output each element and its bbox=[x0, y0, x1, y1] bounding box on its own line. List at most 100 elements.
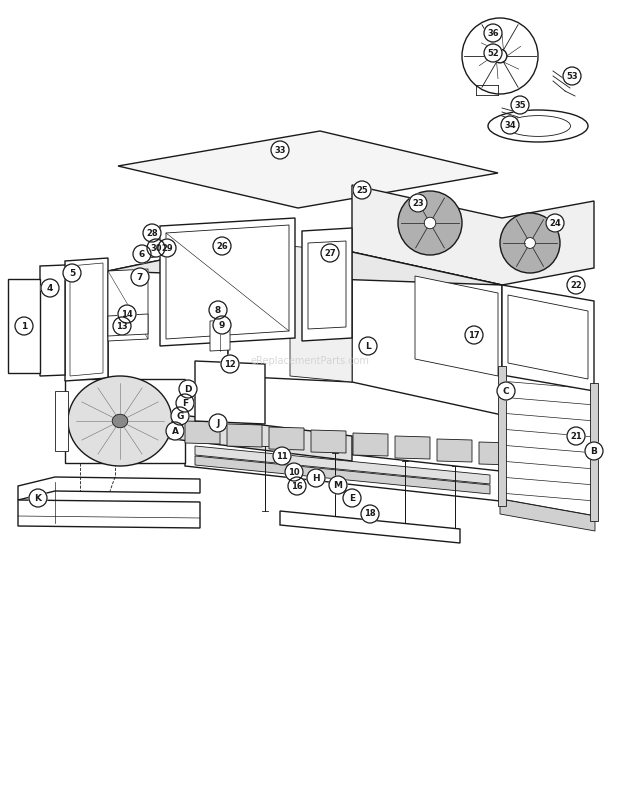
Polygon shape bbox=[590, 383, 598, 521]
Circle shape bbox=[424, 218, 436, 229]
Text: 22: 22 bbox=[570, 281, 582, 290]
Polygon shape bbox=[290, 246, 352, 382]
Circle shape bbox=[343, 489, 361, 507]
Text: 18: 18 bbox=[364, 509, 376, 518]
Text: 10: 10 bbox=[288, 467, 300, 476]
Polygon shape bbox=[498, 366, 506, 506]
Text: F: F bbox=[182, 399, 188, 407]
Circle shape bbox=[221, 355, 239, 373]
Circle shape bbox=[131, 268, 149, 286]
Polygon shape bbox=[302, 228, 352, 341]
Text: 30: 30 bbox=[150, 244, 162, 252]
Circle shape bbox=[63, 264, 81, 282]
Circle shape bbox=[525, 237, 536, 248]
Text: 5: 5 bbox=[69, 268, 75, 278]
Polygon shape bbox=[210, 320, 230, 351]
Polygon shape bbox=[195, 456, 490, 494]
Circle shape bbox=[567, 427, 585, 445]
Text: 23: 23 bbox=[412, 199, 424, 207]
Ellipse shape bbox=[68, 376, 172, 466]
Circle shape bbox=[113, 317, 131, 335]
Circle shape bbox=[15, 317, 33, 335]
Circle shape bbox=[213, 316, 231, 334]
Polygon shape bbox=[311, 430, 346, 453]
Polygon shape bbox=[500, 499, 595, 531]
Circle shape bbox=[118, 305, 136, 323]
Circle shape bbox=[41, 279, 59, 297]
Circle shape bbox=[143, 224, 161, 242]
Polygon shape bbox=[437, 439, 472, 462]
Circle shape bbox=[484, 24, 502, 42]
Ellipse shape bbox=[112, 414, 128, 428]
Polygon shape bbox=[65, 379, 185, 463]
Polygon shape bbox=[521, 445, 556, 468]
Polygon shape bbox=[118, 131, 498, 208]
Circle shape bbox=[567, 276, 585, 294]
Circle shape bbox=[271, 141, 289, 159]
Text: C: C bbox=[503, 387, 509, 396]
Polygon shape bbox=[65, 258, 108, 381]
Polygon shape bbox=[55, 391, 68, 451]
Text: H: H bbox=[312, 474, 320, 483]
Polygon shape bbox=[195, 361, 265, 424]
Text: 12: 12 bbox=[224, 359, 236, 369]
Polygon shape bbox=[395, 436, 430, 459]
Circle shape bbox=[158, 239, 176, 257]
Text: 53: 53 bbox=[566, 71, 578, 81]
Polygon shape bbox=[228, 246, 352, 382]
Circle shape bbox=[563, 67, 581, 85]
Text: 33: 33 bbox=[274, 146, 286, 154]
Text: 7: 7 bbox=[137, 273, 143, 282]
Text: 26: 26 bbox=[216, 241, 228, 251]
Circle shape bbox=[209, 414, 227, 432]
Text: 35: 35 bbox=[514, 100, 526, 109]
Polygon shape bbox=[500, 371, 595, 516]
Circle shape bbox=[213, 237, 231, 255]
Polygon shape bbox=[108, 406, 352, 461]
Text: G: G bbox=[176, 411, 184, 421]
Polygon shape bbox=[8, 279, 40, 373]
Circle shape bbox=[329, 476, 347, 494]
Text: 36: 36 bbox=[487, 28, 499, 37]
Circle shape bbox=[398, 191, 462, 255]
Polygon shape bbox=[502, 285, 594, 391]
Circle shape bbox=[171, 407, 189, 425]
Polygon shape bbox=[479, 442, 514, 465]
Text: B: B bbox=[591, 446, 598, 456]
Polygon shape bbox=[352, 252, 502, 415]
Text: eReplacementParts.com: eReplacementParts.com bbox=[250, 356, 370, 366]
Circle shape bbox=[465, 326, 483, 344]
Circle shape bbox=[29, 489, 47, 507]
Polygon shape bbox=[353, 433, 388, 456]
Circle shape bbox=[497, 382, 515, 400]
Text: 34: 34 bbox=[504, 120, 516, 130]
Circle shape bbox=[546, 214, 564, 232]
Circle shape bbox=[361, 505, 379, 523]
Polygon shape bbox=[18, 500, 200, 528]
Circle shape bbox=[176, 394, 194, 412]
Polygon shape bbox=[185, 436, 595, 501]
Circle shape bbox=[493, 49, 507, 62]
Circle shape bbox=[359, 337, 377, 355]
Text: 52: 52 bbox=[487, 48, 499, 58]
Circle shape bbox=[273, 447, 291, 465]
Circle shape bbox=[147, 239, 165, 257]
Circle shape bbox=[511, 96, 529, 114]
Polygon shape bbox=[108, 314, 148, 336]
Polygon shape bbox=[185, 421, 220, 444]
Circle shape bbox=[409, 194, 427, 212]
Text: 9: 9 bbox=[219, 320, 225, 330]
Polygon shape bbox=[227, 424, 262, 447]
Text: 28: 28 bbox=[146, 229, 158, 237]
Polygon shape bbox=[415, 276, 498, 376]
Circle shape bbox=[585, 442, 603, 460]
Circle shape bbox=[353, 181, 371, 199]
Text: 29: 29 bbox=[161, 244, 173, 252]
Circle shape bbox=[321, 244, 339, 262]
Polygon shape bbox=[352, 185, 594, 285]
Text: 14: 14 bbox=[121, 309, 133, 319]
Text: 17: 17 bbox=[468, 331, 480, 339]
Text: 16: 16 bbox=[291, 482, 303, 490]
Text: A: A bbox=[172, 426, 179, 436]
Circle shape bbox=[500, 213, 560, 273]
